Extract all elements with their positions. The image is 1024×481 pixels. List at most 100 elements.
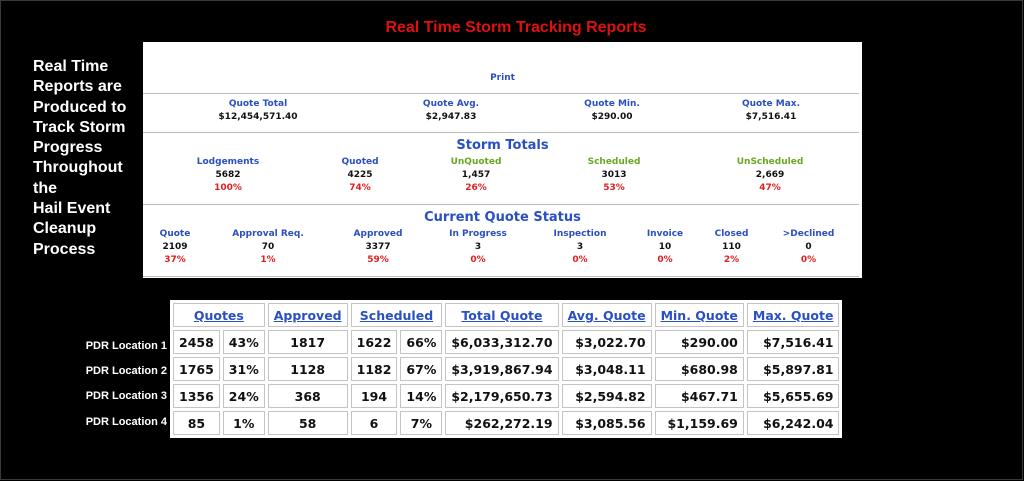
header-min-quote[interactable]: Min. Quote [654, 303, 744, 327]
cell-scheduled: 6 [350, 411, 398, 435]
header-quotes[interactable]: Quotes [173, 303, 265, 327]
page-title: Real Time Storm Tracking Reports [385, 19, 647, 36]
stat-percent: 53% [603, 183, 625, 193]
cell-scheduled-pct: 7% [400, 411, 443, 435]
status-inspection: Inspection 3 0% [545, 228, 615, 267]
summary-value: $7,516.41 [745, 112, 797, 122]
side-caption-line: Throughout [33, 159, 123, 177]
cell-approved: 1128 [267, 357, 348, 381]
stat-label: Quote [159, 229, 191, 239]
cell-scheduled-pct: 67% [400, 357, 443, 381]
header-max-quote[interactable]: Max. Quote [746, 303, 840, 327]
cell-scheduled: 1182 [350, 357, 398, 381]
summary-value: $12,454,571.40 [218, 112, 298, 122]
stat-percent: 74% [349, 183, 371, 193]
table-row: 1356 24% 368 194 14% $2,179,650.73 $2,59… [173, 384, 840, 408]
stat-label: Scheduled [587, 157, 641, 167]
cell-min-quote: $467.71 [654, 384, 744, 408]
print-link[interactable]: Print [490, 73, 515, 83]
locations-table: Quotes Approved Scheduled Total Quote Av… [170, 300, 843, 438]
divider [143, 93, 859, 94]
stat-value: 3 [576, 242, 584, 252]
cell-quotes: 1765 [173, 357, 220, 381]
cell-quotes-pct: 1% [222, 411, 265, 435]
status-quote: Quote 2109 37% [145, 228, 205, 267]
report-panel: Print Quote Total $12,454,571.40 Quote A… [143, 42, 862, 278]
stat-label: >Declined [782, 229, 835, 239]
summary-value: $2,947.83 [425, 112, 477, 122]
stat-value: 5682 [215, 170, 241, 180]
cell-scheduled-pct: 66% [400, 330, 443, 354]
summary-label: Quote Avg. [422, 99, 480, 109]
stat-value: 4225 [347, 170, 373, 180]
side-caption-line: the [33, 179, 57, 197]
location-row-label: PDR Location 2 [85, 365, 167, 377]
cell-min-quote: $1,159.69 [654, 411, 744, 435]
stat-percent: 0% [800, 255, 817, 265]
cell-quotes: 1356 [173, 384, 220, 408]
status-in-progress: In Progress 3 0% [438, 228, 518, 267]
cell-min-quote: $290.00 [654, 330, 744, 354]
stat-value: 3377 [365, 242, 391, 252]
cell-max-quote: $7,516.41 [746, 330, 840, 354]
stat-value: 3013 [601, 170, 627, 180]
location-row-label: PDR Location 4 [85, 416, 167, 428]
storm-totals-title: Storm Totals [456, 138, 549, 153]
cell-total-quote: $3,919,867.94 [445, 357, 559, 381]
cell-approved: 1817 [267, 330, 348, 354]
storm-total-lodgements: Lodgements 5682 100% [188, 156, 268, 195]
cell-quotes-pct: 24% [222, 384, 265, 408]
stat-percent: 37% [164, 255, 186, 265]
storm-total-unscheduled: UnScheduled 2,669 47% [725, 156, 815, 195]
header-scheduled[interactable]: Scheduled [350, 303, 443, 327]
storm-total-unquoted: UnQuoted 1,457 26% [436, 156, 516, 195]
summary-label: Quote Total [228, 99, 288, 109]
table-row: 85 1% 58 6 7% $262,272.19 $3,085.56 $1,1… [173, 411, 840, 435]
stat-percent: 0% [572, 255, 588, 265]
side-caption-line: Real Time [33, 58, 109, 75]
cell-avg-quote: $3,048.11 [561, 357, 652, 381]
cell-quotes: 85 [173, 411, 220, 435]
summary-quote-avg: Quote Avg. $2,947.83 [401, 98, 501, 124]
cell-total-quote: $6,033,312.70 [445, 330, 559, 354]
stat-percent: 0% [470, 255, 486, 265]
stat-value: 110 [722, 242, 741, 252]
storm-total-scheduled: Scheduled 3013 53% [574, 156, 654, 195]
status-closed: Closed 110 2% [704, 228, 759, 267]
divider [143, 204, 859, 205]
stat-label: Approved [353, 229, 403, 239]
cell-scheduled: 1622 [350, 330, 398, 354]
side-caption-line: Produced to [33, 98, 127, 116]
header-approved[interactable]: Approved [267, 303, 348, 327]
table-header-row: Quotes Approved Scheduled Total Quote Av… [173, 303, 840, 327]
status-declined: >Declined 0 0% [776, 228, 841, 267]
status-approved: Approved 3377 59% [343, 228, 413, 267]
divider [143, 276, 859, 277]
stat-value: 2,669 [755, 170, 785, 180]
cell-max-quote: $5,655.69 [746, 384, 840, 408]
header-total-quote[interactable]: Total Quote [445, 303, 559, 327]
header-avg-quote[interactable]: Avg. Quote [561, 303, 652, 327]
cell-scheduled-pct: 14% [400, 384, 443, 408]
location-row-label: PDR Location 1 [85, 340, 167, 352]
stat-percent: 1% [260, 255, 276, 265]
stat-percent: 2% [723, 255, 740, 265]
summary-quote-total: Quote Total $12,454,571.40 [208, 98, 308, 124]
stat-value: 10 [658, 242, 672, 252]
stat-label: Lodgements [196, 157, 260, 167]
stat-label: Closed [714, 229, 749, 239]
side-caption-line: Cleanup [33, 220, 97, 238]
stat-value: 70 [261, 242, 275, 252]
stat-label: In Progress [449, 229, 507, 239]
cell-quotes: 2458 [173, 330, 220, 354]
cell-avg-quote: $3,022.70 [561, 330, 652, 354]
cell-scheduled: 194 [350, 384, 398, 408]
side-caption-line: Progress [33, 139, 103, 157]
stat-percent: 100% [214, 183, 242, 193]
stat-label: Invoice [646, 229, 684, 239]
side-caption-line: Hail Event [33, 200, 111, 218]
quote-status-title: Current Quote Status [424, 210, 581, 225]
summary-label: Quote Min. [584, 99, 640, 109]
cell-max-quote: $5,897.81 [746, 357, 840, 381]
